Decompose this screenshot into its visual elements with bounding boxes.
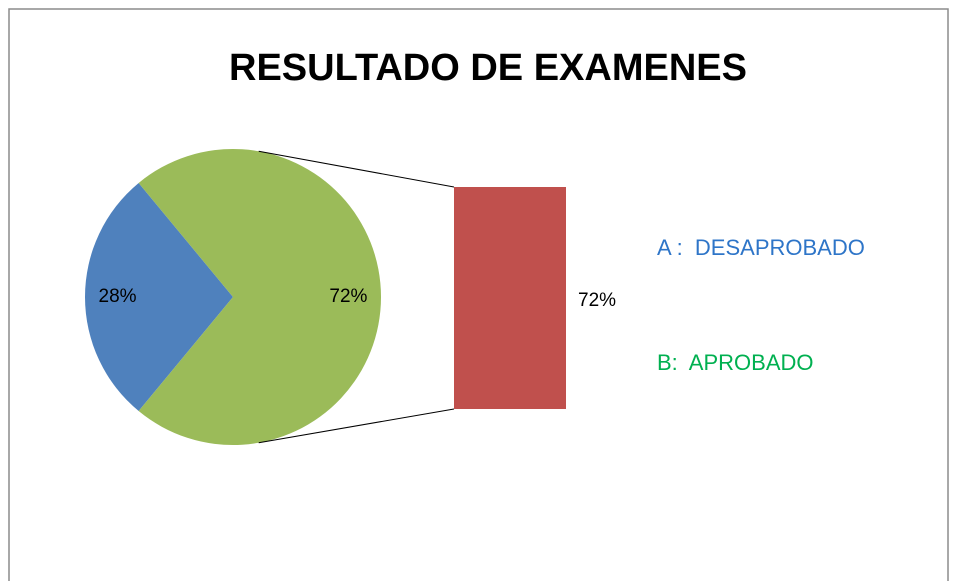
annotation: A : DESAPROBADO xyxy=(657,235,865,260)
pie-slice xyxy=(85,182,233,412)
annotation: B: APROBADO xyxy=(657,350,814,375)
bar-segment xyxy=(454,187,566,409)
slice-label: 28% xyxy=(99,286,137,307)
bar-label: 72% xyxy=(578,290,616,311)
connector-line xyxy=(258,408,455,444)
slice-label: 72% xyxy=(329,286,367,307)
connector-line xyxy=(258,150,455,188)
pie-slice xyxy=(138,149,381,446)
chart-title: RESULTADO DE EXAMENES xyxy=(229,47,747,89)
